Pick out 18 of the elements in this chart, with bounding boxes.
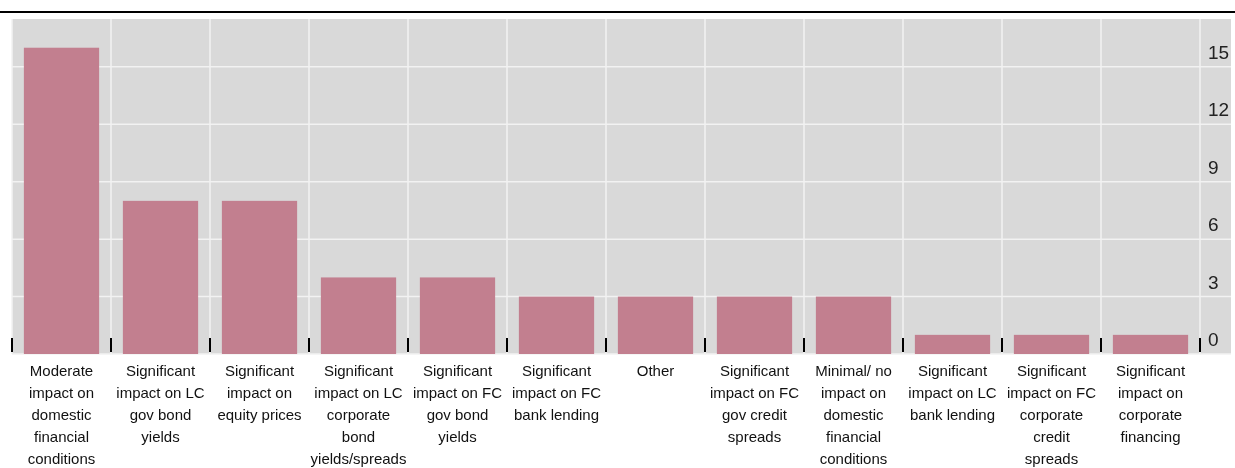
x-tick-label: Significant impact on FC corporate credit spreads [1006,362,1097,467]
x-tick-label: Moderate impact on domestic financial conditions [27,362,96,467]
x-tick-label: Significant impact on LC corporate bond yields/spreads [310,362,407,467]
y-tick-label: 0 [1208,329,1219,350]
x-tick-label: Significant impact on FC gov bond yields [412,362,503,445]
x-tick-label: Significant impact on equity prices [217,362,302,423]
x-tick-label: Other [636,362,675,379]
x-tick-label: Significant impact on FC gov credit spreads [709,362,800,445]
x-tick-label: Significant impact on LC gov bond yields [116,362,205,445]
x-tick-label: Significant impact on FC bank lending [511,362,602,423]
x-tick-label: Minimal/ no impact on domestic financial conditions [815,362,892,467]
y-tick-label: 3 [1208,271,1219,293]
x-tick-label: Significant impact on LC bank lending [908,362,997,423]
y-tick-label: 15 [1208,41,1230,63]
y-tick-label: 9 [1208,156,1219,178]
y-tick-label: 12 [1208,99,1230,121]
y-tick-label: 6 [1208,214,1219,236]
x-tick-label: Significant impact on corporate financing [1115,362,1186,445]
